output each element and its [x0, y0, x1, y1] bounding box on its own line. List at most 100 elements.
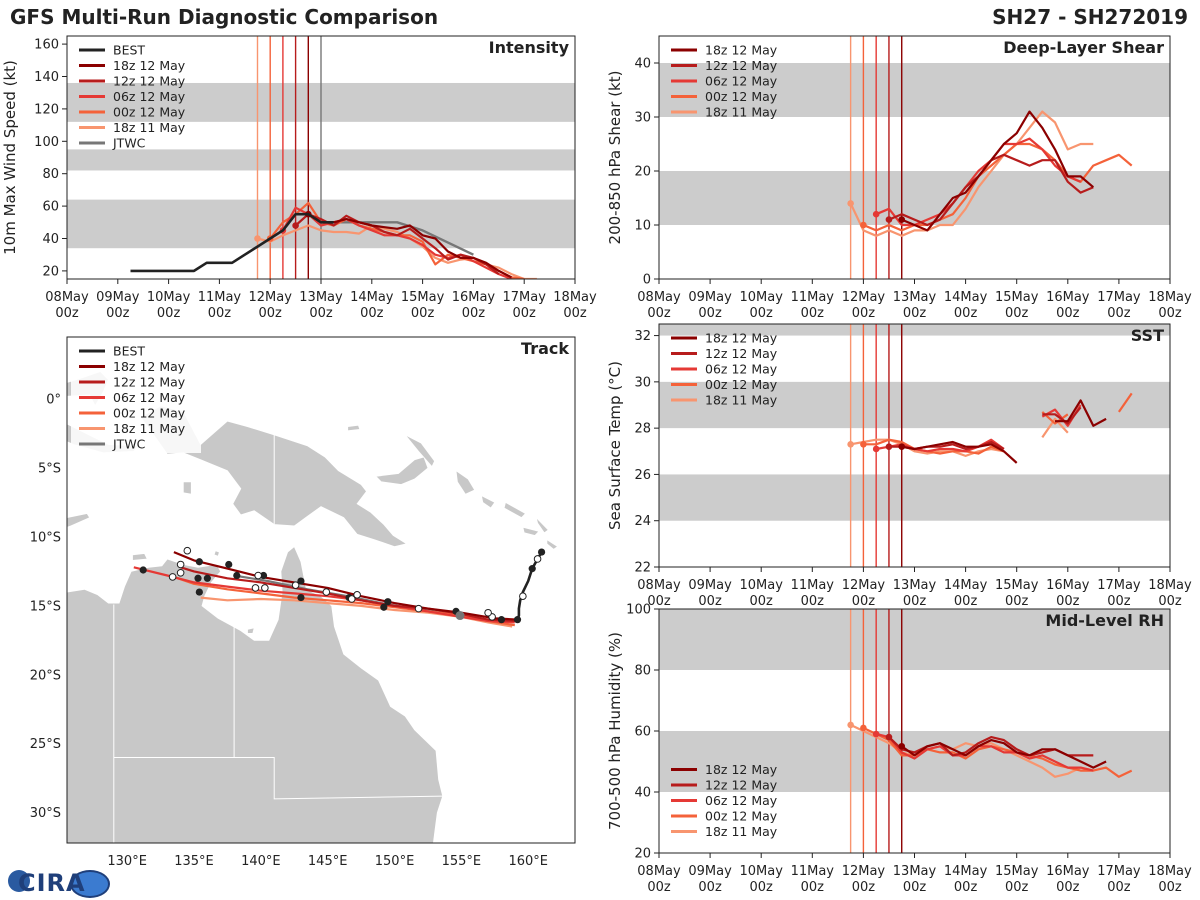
shear-legend-label-12z-12-may: 12z 12 May [705, 58, 778, 73]
track-dot-filled-1 [528, 565, 536, 573]
sst-xtick-sub-1: 00z [698, 594, 722, 609]
cira-logo: CIRA [4, 866, 110, 898]
intensity-ylabel: 10m Max Wind Speed (kt) [1, 60, 19, 255]
track-dot-open-14 [176, 568, 185, 577]
intensity-xtick-label-4: 12May [248, 290, 292, 305]
shear-xtick-sub-8: 00z [1056, 306, 1080, 321]
intensity-ytick-label-20: 20 [42, 264, 59, 279]
track-dot-open-5 [353, 591, 361, 599]
rh-xtick-label-9: 17May [1097, 864, 1141, 879]
shear-ytick-label-20: 20 [634, 165, 651, 180]
track-dot-open-9 [261, 584, 269, 592]
track-dot-jtwc [455, 611, 465, 621]
sst-start-dot-18z-11-may-a [847, 441, 854, 448]
track-dot-open-10 [251, 584, 260, 592]
rh-start-dot-18z-11-may [847, 721, 854, 729]
sst-xtick-sub-9: 00z [1107, 594, 1131, 609]
rh-xtick-label-10: 18May [1148, 864, 1192, 879]
intensity-xtick-label-0: 08May [45, 290, 89, 305]
sst-xtick-label-2: 10May [739, 578, 783, 593]
intensity-xtick-label-9: 17May [502, 290, 546, 305]
intensity-title: Intensity [489, 38, 570, 57]
logo-orb-icon [8, 870, 30, 892]
track-dot-filled-6 [380, 603, 388, 611]
track-dot-open-13 [176, 560, 185, 569]
intensity-xtick-sub-9: 00z [513, 306, 537, 321]
track-dot-open-1 [519, 592, 527, 601]
track-legend-label-12z-12-may: 12z 12 May [113, 375, 186, 390]
page-title: GFS Multi-Run Diagnostic Comparison [10, 5, 439, 29]
track-dot-filled-16 [195, 588, 203, 596]
track-lon-label-3: 145°E [308, 854, 348, 869]
shear-xtick-sub-10: 00z [1158, 306, 1182, 321]
rh-xtick-sub-4: 00z [852, 880, 876, 895]
shear-plot-area [659, 36, 1170, 279]
sst-ytick-label-22: 22 [634, 561, 651, 576]
sst-ylabel: Sea Surface Temp (°C) [606, 361, 624, 530]
intensity-ytick-label-140: 140 [34, 70, 59, 85]
melville-shape [132, 553, 148, 561]
border-nt-qld-sa [233, 626, 443, 800]
intensity-ytick-label-120: 120 [34, 102, 59, 117]
track-legend-label-06z-12-may: 06z 12 May [113, 390, 186, 405]
sst-series-18z-11-may-a [850, 438, 1005, 457]
sst-xtick-label-1: 09May [688, 578, 732, 593]
track-dot-filled-13 [195, 558, 203, 566]
track-dot-filled-5 [384, 598, 392, 606]
track-lon-label-6: 160°E [508, 854, 548, 869]
track-dot-filled-3 [497, 616, 506, 624]
shear-legend-label-00z-12-may: 00z 12 May [705, 89, 778, 104]
track-dot-open-4 [414, 604, 423, 613]
shear-legend-label-18z-12-may: 18z 12 May [705, 43, 778, 58]
track-dot-open-15 [168, 573, 177, 581]
sst-band-0 [659, 474, 1170, 521]
shear-xtick-sub-3: 00z [801, 306, 825, 321]
sst-ytick-label-28: 28 [634, 422, 651, 437]
intensity-xtick-sub-0: 00z [55, 306, 79, 321]
track-legend-label-18z-12-may: 18z 12 May [113, 359, 186, 374]
rh-ytick-label-60: 60 [634, 725, 651, 740]
sst-series-00z-12-may-a [863, 438, 1005, 455]
shear-start-dot-00z-12-may [860, 221, 867, 229]
shear-start-dot-18z-12-may [898, 216, 906, 223]
shear-xtick-label-1: 09May [688, 290, 732, 305]
sst-xtick-sub-10: 00z [1158, 594, 1182, 609]
new-britain-shape [374, 456, 429, 485]
rh-legend-label-18z-11-may: 18z 11 May [705, 824, 778, 839]
shear-title: Deep-Layer Shear [1003, 38, 1164, 57]
shear-panel: 01020304008May00z09May00z10May00z11May00… [606, 35, 1192, 321]
rh-ytick-label-20: 20 [634, 847, 651, 862]
sst-series-00z-12-may-c [1117, 392, 1133, 413]
intensity-xtick-label-5: 13May [299, 290, 343, 305]
groote-shape [213, 550, 220, 557]
track-lat-label-5: 25°S [30, 737, 61, 752]
sst-series-18z-12-may-b [1055, 399, 1107, 427]
rh-xtick-label-5: 13May [893, 864, 937, 879]
shear-xtick-label-10: 18May [1148, 290, 1192, 305]
timor-shape [67, 513, 91, 528]
shear-ytick-label-40: 40 [634, 57, 651, 72]
rh-start-dot-00z-12-may [860, 724, 867, 732]
rh-xtick-label-2: 10May [739, 864, 783, 879]
track-lon-label-1: 135°E [174, 854, 214, 869]
track-dot-filled-0 [537, 548, 546, 556]
track-dot-filled-14 [194, 574, 202, 582]
shear-legend-label-18z-11-may: 18z 11 May [705, 105, 778, 120]
choiseul-shape [480, 494, 496, 509]
track-dot-filled-15 [203, 574, 211, 582]
intensity-xtick-sub-1: 00z [106, 306, 130, 321]
sst-start-dot-06z-12-may-a [872, 445, 880, 453]
sst-xtick-label-7: 15May [995, 578, 1039, 593]
rh-xtick-label-7: 15May [995, 864, 1039, 879]
track-panel: 130°E 135°E 140°E 145°E 150°E 155°E 160°E 0° 5°S… [30, 336, 576, 869]
rh-xtick-sub-7: 00z [1005, 880, 1029, 895]
sst-series-18z-11-may-b [1041, 417, 1069, 439]
shear-series-18z-11-may [849, 110, 1094, 237]
intensity-panel: 2040608010012014016008May00z09May00z10Ma… [1, 35, 597, 321]
intensity-start-dot-18z-11-may [254, 235, 261, 242]
shear-series-06z-12-may [875, 137, 1082, 227]
intensity-legend-label-jtwc: JTWC [112, 136, 146, 151]
sst-plot-area [659, 324, 1170, 567]
rh-xtick-sub-10: 00z [1158, 880, 1182, 895]
